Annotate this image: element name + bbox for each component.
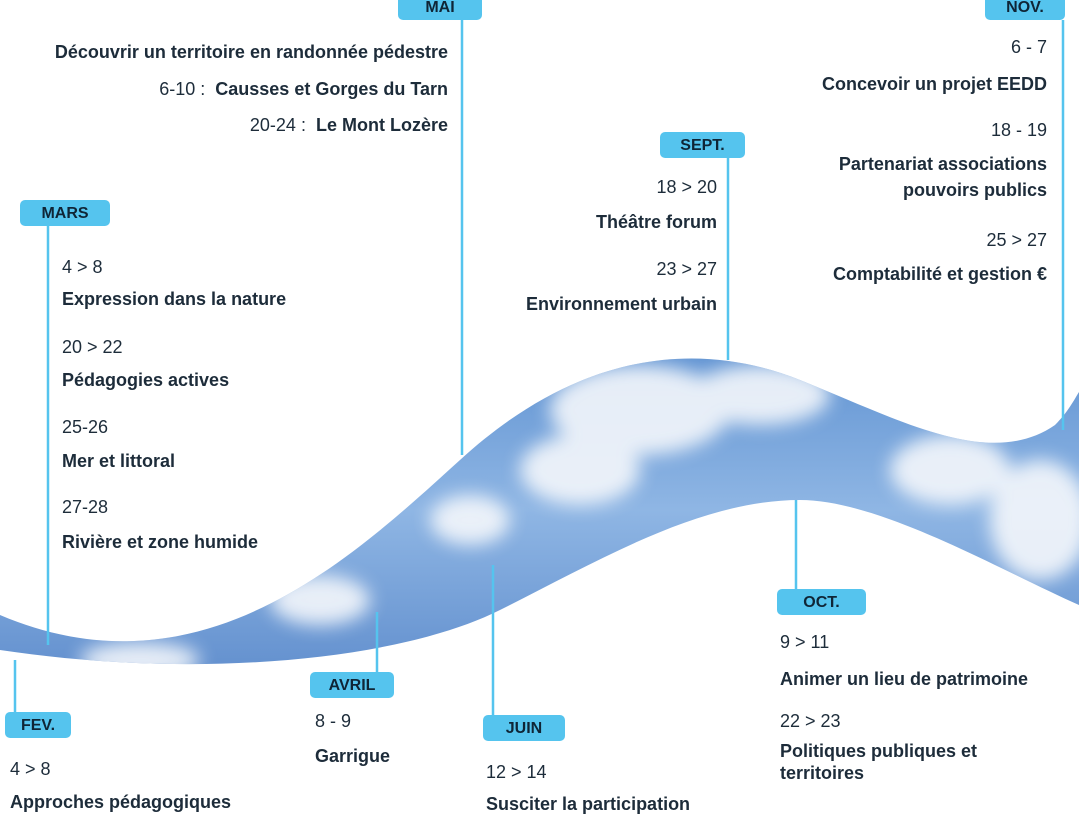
event-dates: 18 > 20 — [656, 177, 717, 197]
event-dates: 23 > 27 — [656, 259, 717, 279]
event-separator: : — [301, 115, 306, 135]
month-label: OCT. — [803, 594, 839, 611]
month-label: SEPT. — [680, 137, 724, 154]
event-dates: 25-26 — [62, 417, 108, 437]
month-label: AVRIL — [329, 677, 376, 694]
event-title: Causses et Gorges du Tarn — [215, 79, 448, 99]
event-title: Environnement urbain — [526, 294, 717, 314]
event-title: Mer et littoral — [62, 451, 175, 471]
event-title: pouvoirs publics — [903, 180, 1047, 200]
event-dates: 25 > 27 — [986, 230, 1047, 250]
event-title: Théâtre forum — [596, 212, 717, 232]
event-dates: 12 > 14 — [486, 762, 547, 782]
event-dates: 20 > 22 — [62, 337, 123, 357]
month-label: FEV. — [21, 717, 55, 734]
event-title: Garrigue — [315, 746, 390, 766]
event-dates: 22 > 23 — [780, 711, 841, 731]
event-dates: 27-28 — [62, 497, 108, 517]
event-line: 6-10 : Causses et Gorges du Tarn — [159, 79, 448, 99]
intro: Découvrir un territoire en randonnée péd… — [55, 42, 448, 62]
event-title: Animer un lieu de patrimoine — [780, 669, 1028, 689]
event-title: Comptabilité et gestion € — [833, 264, 1047, 284]
event-title: Approches pédagogiques — [10, 792, 231, 812]
event-title: Concevoir un projet EEDD — [822, 74, 1047, 94]
event-dates: 4 > 8 — [62, 257, 103, 277]
event-dates: 8 - 9 — [315, 711, 351, 731]
event-dates: 18 - 19 — [991, 120, 1047, 140]
event-line: 20-24 : Le Mont Lozère — [250, 115, 448, 135]
event-title: Rivière et zone humide — [62, 532, 258, 552]
event-dates: 9 > 11 — [780, 632, 829, 652]
event-title: Expression dans la nature — [62, 289, 286, 309]
timeline: FEV. 4 > 8 Approches pédagogiques MARS 4 > 8… — [0, 0, 1079, 819]
month-label: JUIN — [506, 720, 542, 737]
event-dates: 6-10 — [159, 79, 195, 99]
event-dates: 6 - 7 — [1011, 37, 1047, 57]
event-title: Susciter la participation — [486, 794, 690, 814]
event-title: Le Mont Lozère — [316, 115, 448, 135]
event-dates: 4 > 8 — [10, 759, 51, 779]
month-label: NOV. — [1006, 0, 1044, 16]
month-label: MARS — [41, 205, 88, 222]
event-separator: : — [200, 79, 205, 99]
event-title: Politiques publiques et — [780, 741, 977, 761]
event-title: Pédagogies actives — [62, 370, 229, 390]
event-title: territoires — [780, 763, 864, 783]
event-dates: 20-24 — [250, 115, 296, 135]
event-title: Partenariat associations — [839, 154, 1047, 174]
month-label: MAI — [425, 0, 454, 16]
